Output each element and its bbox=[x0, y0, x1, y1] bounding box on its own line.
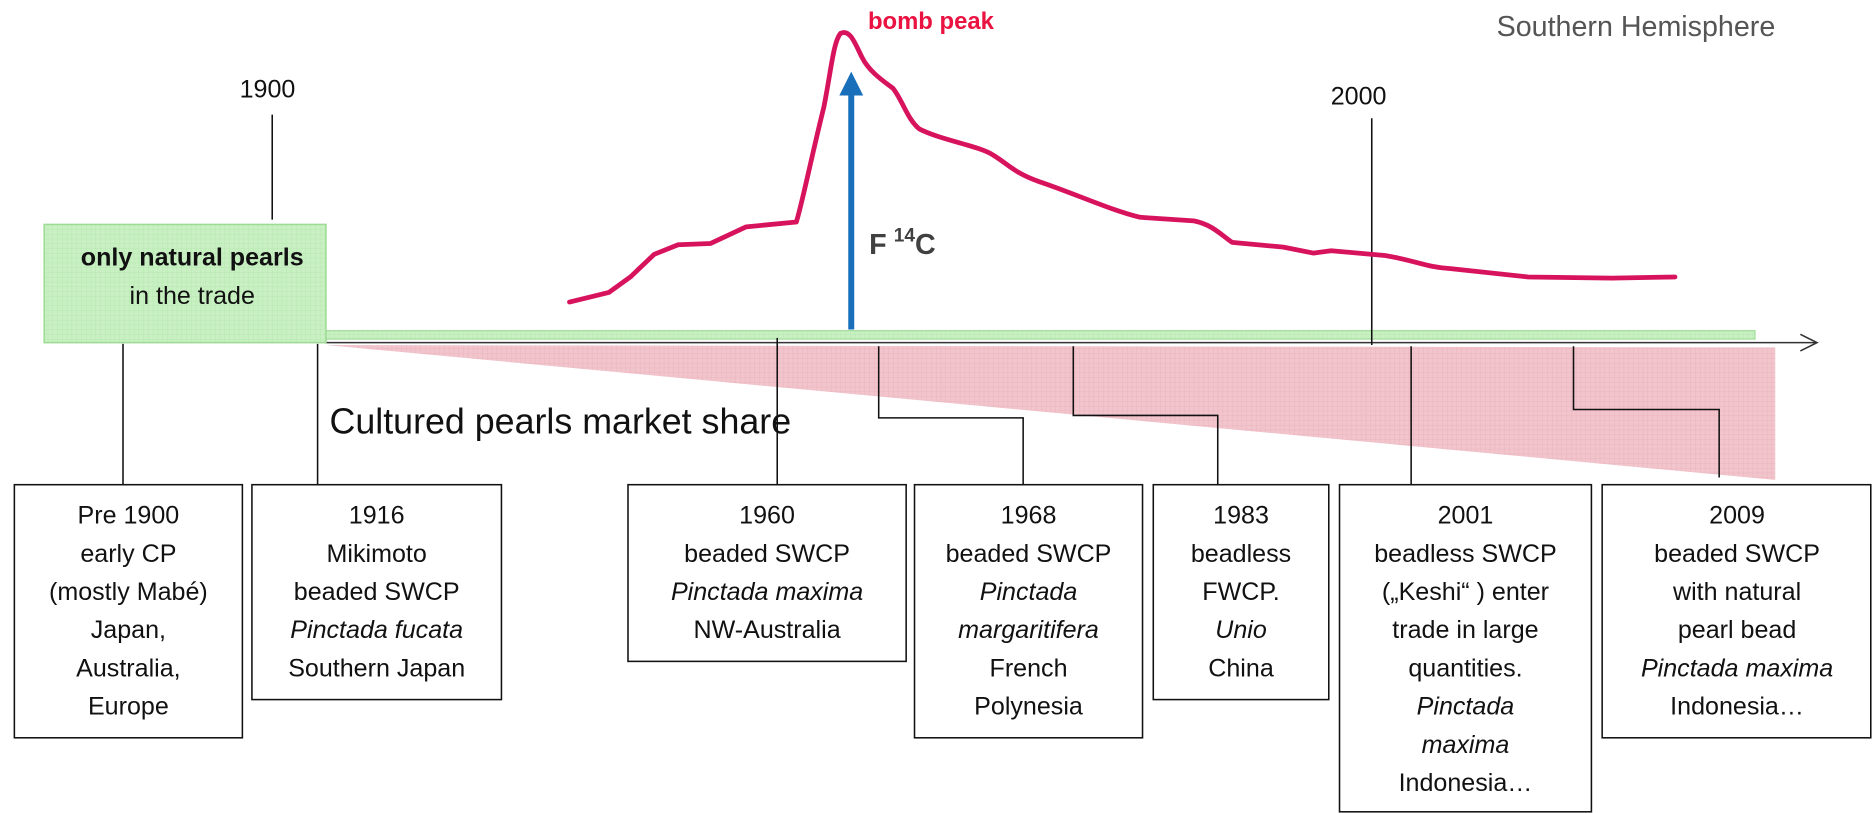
event-line: Southern Japan bbox=[288, 654, 465, 682]
event-line: 2001 bbox=[1438, 502, 1494, 530]
event-line: 1968 bbox=[1001, 502, 1057, 530]
event-line: Pinctada bbox=[1417, 693, 1515, 721]
isotope-superscript: 14 bbox=[894, 225, 916, 246]
year-marker: 1900 bbox=[240, 75, 296, 103]
title: Southern Hemisphere bbox=[1497, 11, 1776, 43]
event-line: margaritifera bbox=[958, 616, 1099, 644]
event-line: Australia, bbox=[76, 654, 180, 682]
natural-box-text: in the trade bbox=[130, 282, 255, 310]
event-line: early CP bbox=[80, 540, 176, 568]
events: Pre 1900 early CP (mostly Mabé) Japan, Austr… bbox=[13, 483, 1872, 813]
event-line: (mostly Mabé) bbox=[49, 578, 208, 606]
event-line: with natural bbox=[1672, 578, 1801, 606]
event-line: trade in large bbox=[1392, 616, 1538, 644]
isotope-base: F bbox=[869, 228, 887, 260]
event-line: Unio bbox=[1215, 616, 1267, 644]
axis-arrowhead bbox=[1799, 333, 1819, 352]
event-line: Pinctada bbox=[980, 578, 1078, 606]
bomb-curve bbox=[567, 30, 1678, 305]
event-line: beaded SWCP bbox=[684, 540, 850, 568]
natural-bar bbox=[324, 330, 1756, 340]
event-line: Mikimoto bbox=[327, 540, 427, 568]
event-box bbox=[1152, 483, 1330, 701]
event-line: beaded SWCP bbox=[294, 578, 460, 606]
event-line: Pinctada maxima bbox=[1641, 654, 1833, 682]
event-line: Pre 1900 bbox=[78, 502, 180, 530]
event-line: 1960 bbox=[739, 502, 795, 530]
connector bbox=[1572, 346, 1720, 478]
event-line: NW-Australia bbox=[693, 616, 840, 644]
event-line: French bbox=[990, 654, 1068, 682]
event-line: quantities. bbox=[1408, 654, 1522, 682]
isotope-element: C bbox=[915, 228, 936, 260]
natural-box-bold: only natural pearls bbox=[81, 244, 304, 272]
event-box bbox=[251, 483, 503, 701]
event-line: beadless SWCP bbox=[1374, 540, 1556, 568]
isotope-arrowhead bbox=[839, 71, 864, 96]
event-line: Japan, bbox=[91, 616, 166, 644]
event-line: pearl bead bbox=[1678, 616, 1796, 644]
event-line: China bbox=[1208, 654, 1274, 682]
event-line: 1983 bbox=[1213, 502, 1269, 530]
event-box bbox=[1338, 483, 1593, 813]
event-line: Polynesia bbox=[974, 693, 1083, 721]
connector bbox=[877, 346, 1024, 485]
event-line: Indonesia… bbox=[1399, 769, 1533, 797]
event-line: beadless bbox=[1191, 540, 1291, 568]
event-line: Pinctada maxima bbox=[671, 578, 863, 606]
natural-box bbox=[43, 223, 327, 344]
event-line: („Keshi“ ) enter bbox=[1382, 578, 1549, 606]
event-box bbox=[627, 483, 907, 663]
event-line: Europe bbox=[88, 693, 169, 721]
event-box bbox=[13, 483, 244, 739]
event-box bbox=[913, 483, 1144, 739]
event-line: 2009 bbox=[1709, 502, 1765, 530]
event-box bbox=[1601, 483, 1872, 739]
event-line: beaded SWCP bbox=[1654, 540, 1820, 568]
event-line: Indonesia… bbox=[1670, 693, 1804, 721]
event-line: maxima bbox=[1422, 731, 1510, 759]
bomb-label: bomb peak bbox=[868, 8, 995, 35]
connector bbox=[1072, 346, 1219, 485]
event-line: 1916 bbox=[349, 502, 405, 530]
event-line: beaded SWCP bbox=[946, 540, 1112, 568]
isotope-label: F 14C bbox=[869, 225, 936, 260]
event-line: FWCP. bbox=[1202, 578, 1280, 606]
year-marker: 2000 bbox=[1331, 83, 1387, 111]
event-line: Pinctada fucata bbox=[290, 616, 463, 644]
market-share-label: Cultured pearls market share bbox=[330, 401, 792, 441]
